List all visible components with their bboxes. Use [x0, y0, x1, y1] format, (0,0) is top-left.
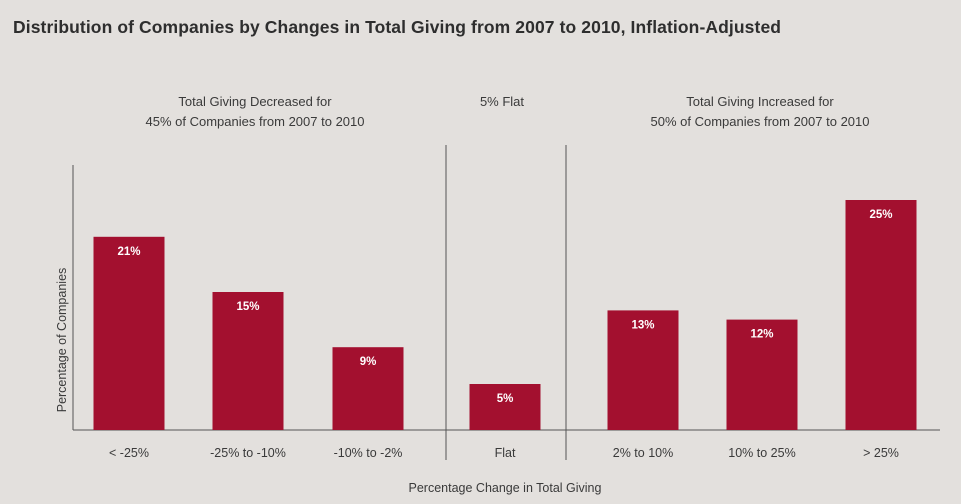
group-label-flat: 5% Flat — [452, 92, 552, 112]
group-label-flat-line-1: 5% Flat — [479, 94, 525, 109]
bar-6 — [845, 200, 917, 430]
data-label: 21% — [117, 246, 140, 258]
x-tick-label: -10% to -2% — [334, 446, 403, 460]
x-tick-label: -25% to -10% — [210, 446, 286, 460]
data-label: 12% — [750, 329, 773, 341]
group-label-increased: Total Giving Increased for 50% of Compan… — [600, 92, 920, 132]
data-label: 9% — [360, 356, 377, 368]
data-label: 13% — [631, 319, 654, 331]
data-label: 15% — [236, 301, 259, 313]
group-label-decreased: Total Giving Decreased for 45% of Compan… — [95, 92, 415, 132]
bar-1 — [212, 292, 284, 430]
group-label-decreased-line-1: Total Giving Decreased for — [178, 94, 332, 109]
data-label: 5% — [497, 393, 514, 405]
x-tick-label: 10% to 25% — [728, 446, 795, 460]
bar-3 — [469, 384, 541, 430]
data-label: 25% — [869, 209, 892, 221]
group-label-decreased-line-2: 45% of Companies from 2007 to 2010 — [145, 114, 365, 129]
group-label-increased-line-1: Total Giving Increased for — [686, 94, 834, 109]
x-tick-label: 2% to 10% — [613, 446, 673, 460]
chart-title: Distribution of Companies by Changes in … — [13, 17, 782, 37]
x-tick-label: > 25% — [863, 446, 899, 460]
group-label-increased-line-2: 50% of Companies from 2007 to 2010 — [650, 114, 870, 129]
bar-5 — [726, 319, 798, 430]
x-tick-label: < -25% — [109, 446, 149, 460]
bar-0 — [93, 236, 165, 430]
bar-2 — [332, 347, 404, 430]
x-axis-label: Percentage Change in Total Giving — [409, 481, 602, 495]
x-tick-label: Flat — [495, 446, 516, 460]
bar-4 — [607, 310, 679, 430]
